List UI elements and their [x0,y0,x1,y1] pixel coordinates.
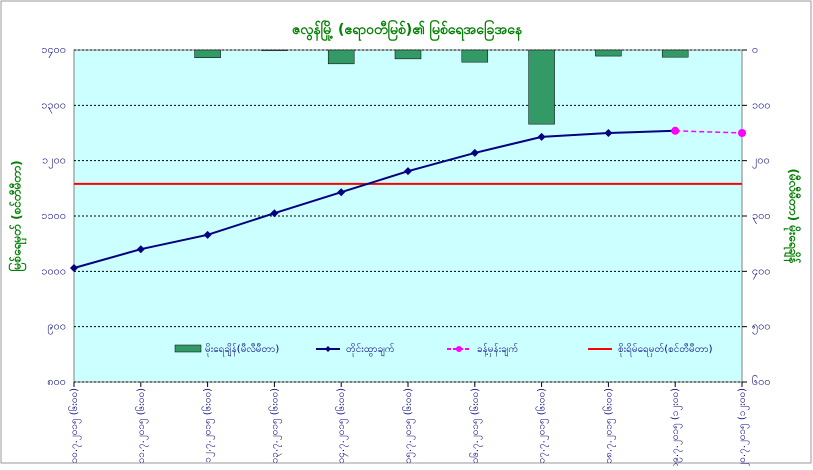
legend-swatch [174,344,202,353]
y-tick-label: ၁၃၀၀ [41,98,66,113]
marker [270,209,279,218]
x-tick-label: ၁၄.၇.၂၀၁၅ (၆း၀၀) [334,388,349,464]
rain-bar [595,49,622,57]
series-line [675,130,743,134]
marker [738,129,746,137]
marker [203,230,212,239]
x-tick-label: ၁၅.၇.၂၀၁၅ (၆း၀၀) [401,388,416,464]
rain-bar [528,49,555,125]
y-tick-label: ၁၂၀၀ [42,154,66,169]
y2-axis-title: (မီလီမီတာ) မိုးရေချိန် [783,169,803,265]
rain-bar [194,49,221,58]
legend-marker [325,346,331,352]
marker [604,129,613,137]
x-tick-label: ၁၂.၇.၂၀၁၅ (၆း၀၀) [201,388,216,463]
x-tick-label: ၁၃.၇.၂၀၁၅ (၆း၀၀) [267,388,282,464]
marker [404,167,412,176]
marker [70,264,78,273]
rain-bar [327,49,355,65]
y2-tick-label: ၂၀၀ [752,154,770,169]
y2-tick-label: ၄၀၀ [752,264,771,279]
y-tick-label: ၁၄၀၀ [41,43,66,58]
marker [337,188,346,197]
marker [136,245,145,254]
rain-bar [461,49,489,63]
rain-bar [394,49,422,60]
y2-tick-label: ၆၀၀ [752,375,771,388]
legend-marker [456,346,462,352]
legend-label: စိုးရိမ်ရေမှတ်(စင်တီမီတာ) [618,342,713,357]
x-tick-label: ၁၆.၇.၂၀၁၅ (၆း၀၀) [468,388,483,464]
marker [671,126,680,135]
y-tick-label: ၁၀၀၀ [41,264,66,277]
legend-label: ခန့်မှန်းချက် [477,342,518,357]
y2-tick-label: ၃၀၀ [752,209,771,224]
y-tick-label: ၈၀၀ [47,375,66,388]
chart-title: ဇလွန်မြို့ (ဧရာဝတီမြစ်)၏ မြစ်ရေအခြေအနေ [292,20,523,41]
rain-bar [661,49,689,58]
y-tick-label: ၉၀၀ [47,320,66,335]
y2-tick-label: ၁၀၀ [752,98,771,111]
marker [537,132,546,141]
y2-tick-label: ၅၀၀ [752,320,771,335]
x-tick-label: ၁၈.၇.၂၀၁၅ (၆း၀၀) [601,388,616,464]
y-tick-label: ၁၁၀၀ [41,209,66,222]
x-tick-label: ၁၀.၇.၂၀၁၅ (၆း၀၀) [67,388,82,464]
series-line [73,129,676,269]
marker [470,148,479,157]
y-axis-title: မြစ်ရေမှတ် (စင်တီမီတာ) [7,160,28,271]
legend-label: မိုးရေချိန်(မီလီမီတာ) [205,342,279,357]
rain-bar [261,49,288,51]
x-tick-label: ၁၇.၇.၂၀၁၅ (၆း၀၀) [535,388,550,464]
y2-tick-label: ၀ [752,43,758,56]
x-tick-label: ၁၉.၇.၂၀၁၅ (၁၂း၀၀) [670,388,683,466]
x-tick-label: ၁၁.၇.၂၀၁၅ (၆း၀၀) [134,388,149,464]
legend-label: တိုင်းထွာချက် [346,342,395,357]
x-tick-label: ၂၀.၇.၂၀၁၅ (၁၂း၀၀) [737,388,750,466]
